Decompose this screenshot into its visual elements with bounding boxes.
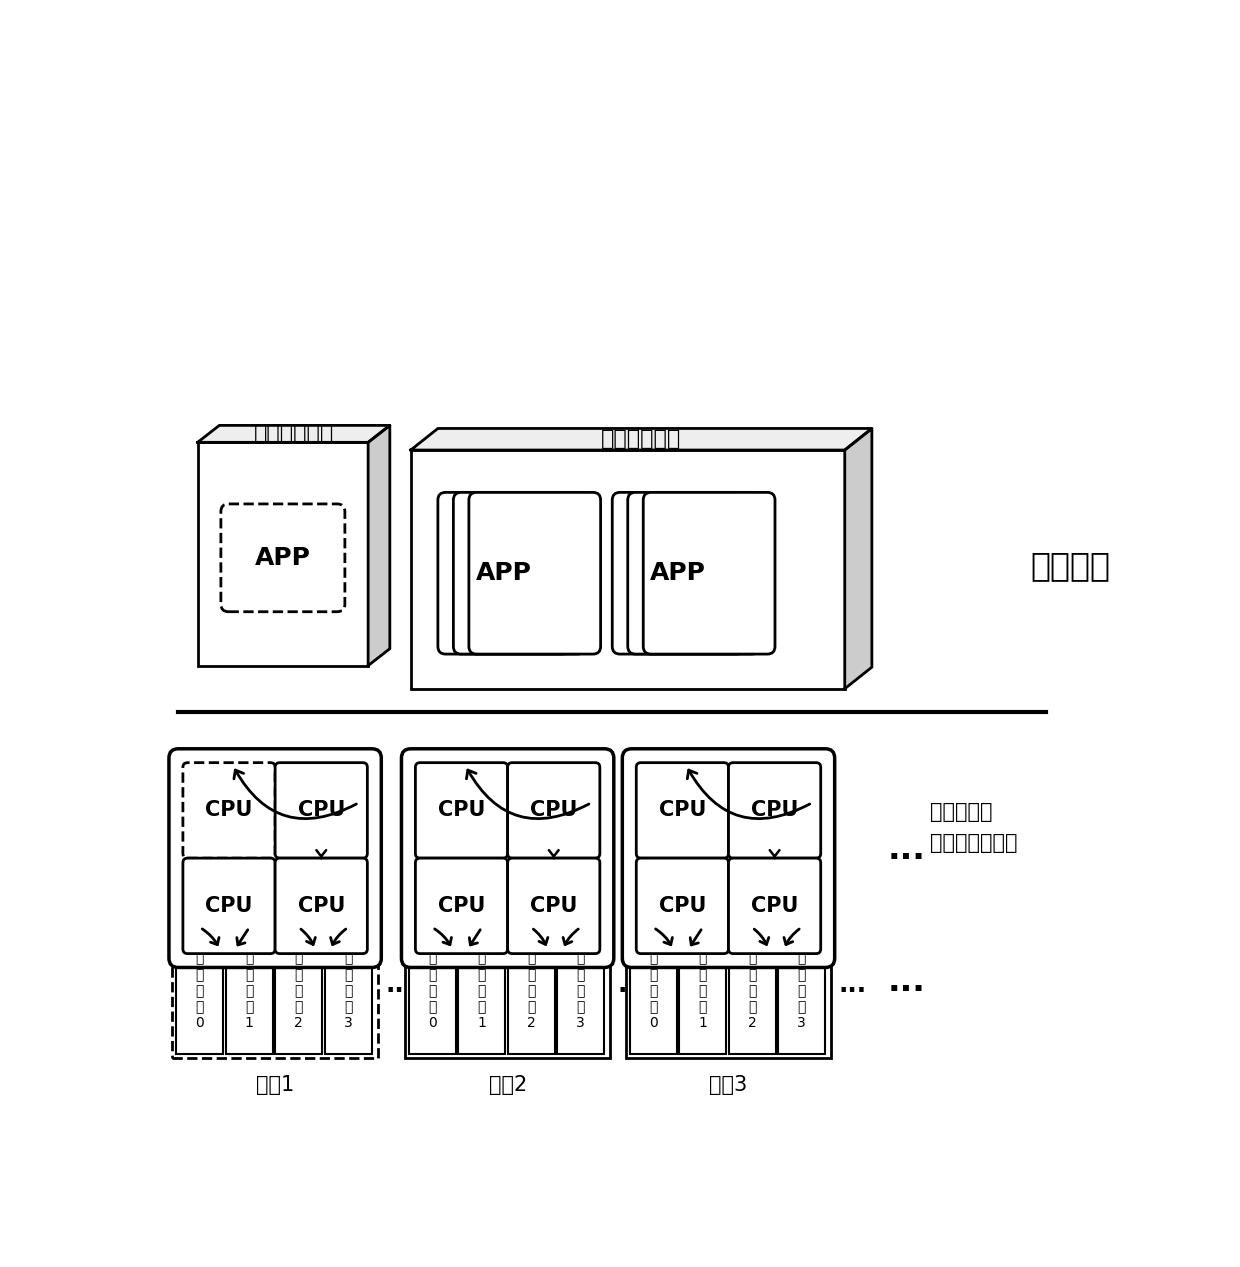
Bar [507,927,554,1054]
FancyBboxPatch shape [454,493,585,654]
Text: 接
收
队
列
2: 接 收 队 列 2 [294,952,303,1030]
Text: CPU: CPU [206,801,253,821]
Bar [459,927,506,1054]
Text: 控制报文处理: 控制报文处理 [254,424,334,443]
Bar [325,927,372,1054]
FancyBboxPatch shape [221,504,345,612]
Polygon shape [197,426,389,442]
Bar [275,927,322,1054]
FancyBboxPatch shape [622,749,835,968]
FancyBboxPatch shape [275,858,367,954]
Text: CPU: CPU [529,896,578,916]
FancyBboxPatch shape [415,763,507,858]
FancyBboxPatch shape [402,749,614,968]
Text: APP: APP [650,561,706,585]
Text: 绕过内核协议栈: 绕过内核协议栈 [930,832,1018,853]
FancyBboxPatch shape [184,763,275,858]
FancyBboxPatch shape [627,493,759,654]
Text: CPU: CPU [658,896,706,916]
Text: CPU: CPU [298,801,345,821]
Text: CPU: CPU [751,801,799,821]
Bar [680,927,727,1054]
Text: CPU: CPU [438,801,485,821]
Text: CPU: CPU [529,801,578,821]
Text: CPU: CPU [298,896,345,916]
Text: 接
收
队
列
1: 接 收 队 列 1 [477,952,486,1030]
Text: 接
收
队
列
2: 接 收 队 列 2 [748,952,756,1030]
Text: 网卡2: 网卡2 [489,1076,527,1095]
FancyBboxPatch shape [613,493,744,654]
FancyBboxPatch shape [644,493,775,654]
FancyBboxPatch shape [184,858,275,954]
Text: 数据报文处理: 数据报文处理 [601,430,682,450]
Bar [729,927,775,1054]
Bar [410,450,844,689]
FancyBboxPatch shape [469,493,600,654]
FancyBboxPatch shape [507,763,600,858]
Text: CPU: CPU [658,801,706,821]
Text: 接
收
队
列
1: 接 收 队 列 1 [698,952,707,1030]
FancyBboxPatch shape [169,749,382,968]
Text: 接
收
队
列
2: 接 收 队 列 2 [527,952,536,1030]
Polygon shape [410,428,872,450]
FancyBboxPatch shape [438,493,569,654]
FancyBboxPatch shape [507,858,600,954]
Text: 接
收
队
列
1: 接 收 队 列 1 [244,952,254,1030]
Text: CPU: CPU [751,896,799,916]
Text: ···: ··· [386,979,414,1003]
FancyBboxPatch shape [275,763,367,858]
Text: 接
收
队
列
3: 接 收 队 列 3 [797,952,806,1030]
Text: 网卡1: 网卡1 [255,1076,294,1095]
Text: APP: APP [476,561,532,585]
Bar [176,927,223,1054]
Bar [777,927,825,1054]
FancyBboxPatch shape [636,763,729,858]
Text: 用户空间: 用户空间 [1030,549,1111,582]
FancyBboxPatch shape [415,858,507,954]
Bar [405,924,610,1058]
Text: 网卡数据包: 网卡数据包 [930,802,992,822]
Text: CPU: CPU [438,896,485,916]
FancyBboxPatch shape [636,858,729,954]
FancyBboxPatch shape [729,763,821,858]
Text: 接
收
队
列
3: 接 收 队 列 3 [577,952,585,1030]
Text: ···: ··· [888,841,926,874]
Polygon shape [844,428,872,689]
FancyBboxPatch shape [729,858,821,954]
Bar [226,927,273,1054]
Bar [197,442,368,665]
Bar [557,927,604,1054]
Text: APP: APP [255,546,311,570]
Text: 接
收
队
列
3: 接 收 队 列 3 [343,952,352,1030]
Text: ···: ··· [618,979,646,1003]
Text: 接
收
队
列
0: 接 收 队 列 0 [649,952,657,1030]
Text: CPU: CPU [206,896,253,916]
Text: ···: ··· [888,974,926,1007]
Text: 接
收
队
列
0: 接 收 队 列 0 [196,952,205,1030]
Text: ···: ··· [838,979,867,1003]
Bar [630,927,677,1054]
Bar [626,924,831,1058]
Text: 网卡3: 网卡3 [709,1076,748,1095]
Polygon shape [368,426,389,665]
Text: 接
收
队
列
0: 接 收 队 列 0 [428,952,436,1030]
Bar [409,927,456,1054]
Bar [172,924,378,1058]
